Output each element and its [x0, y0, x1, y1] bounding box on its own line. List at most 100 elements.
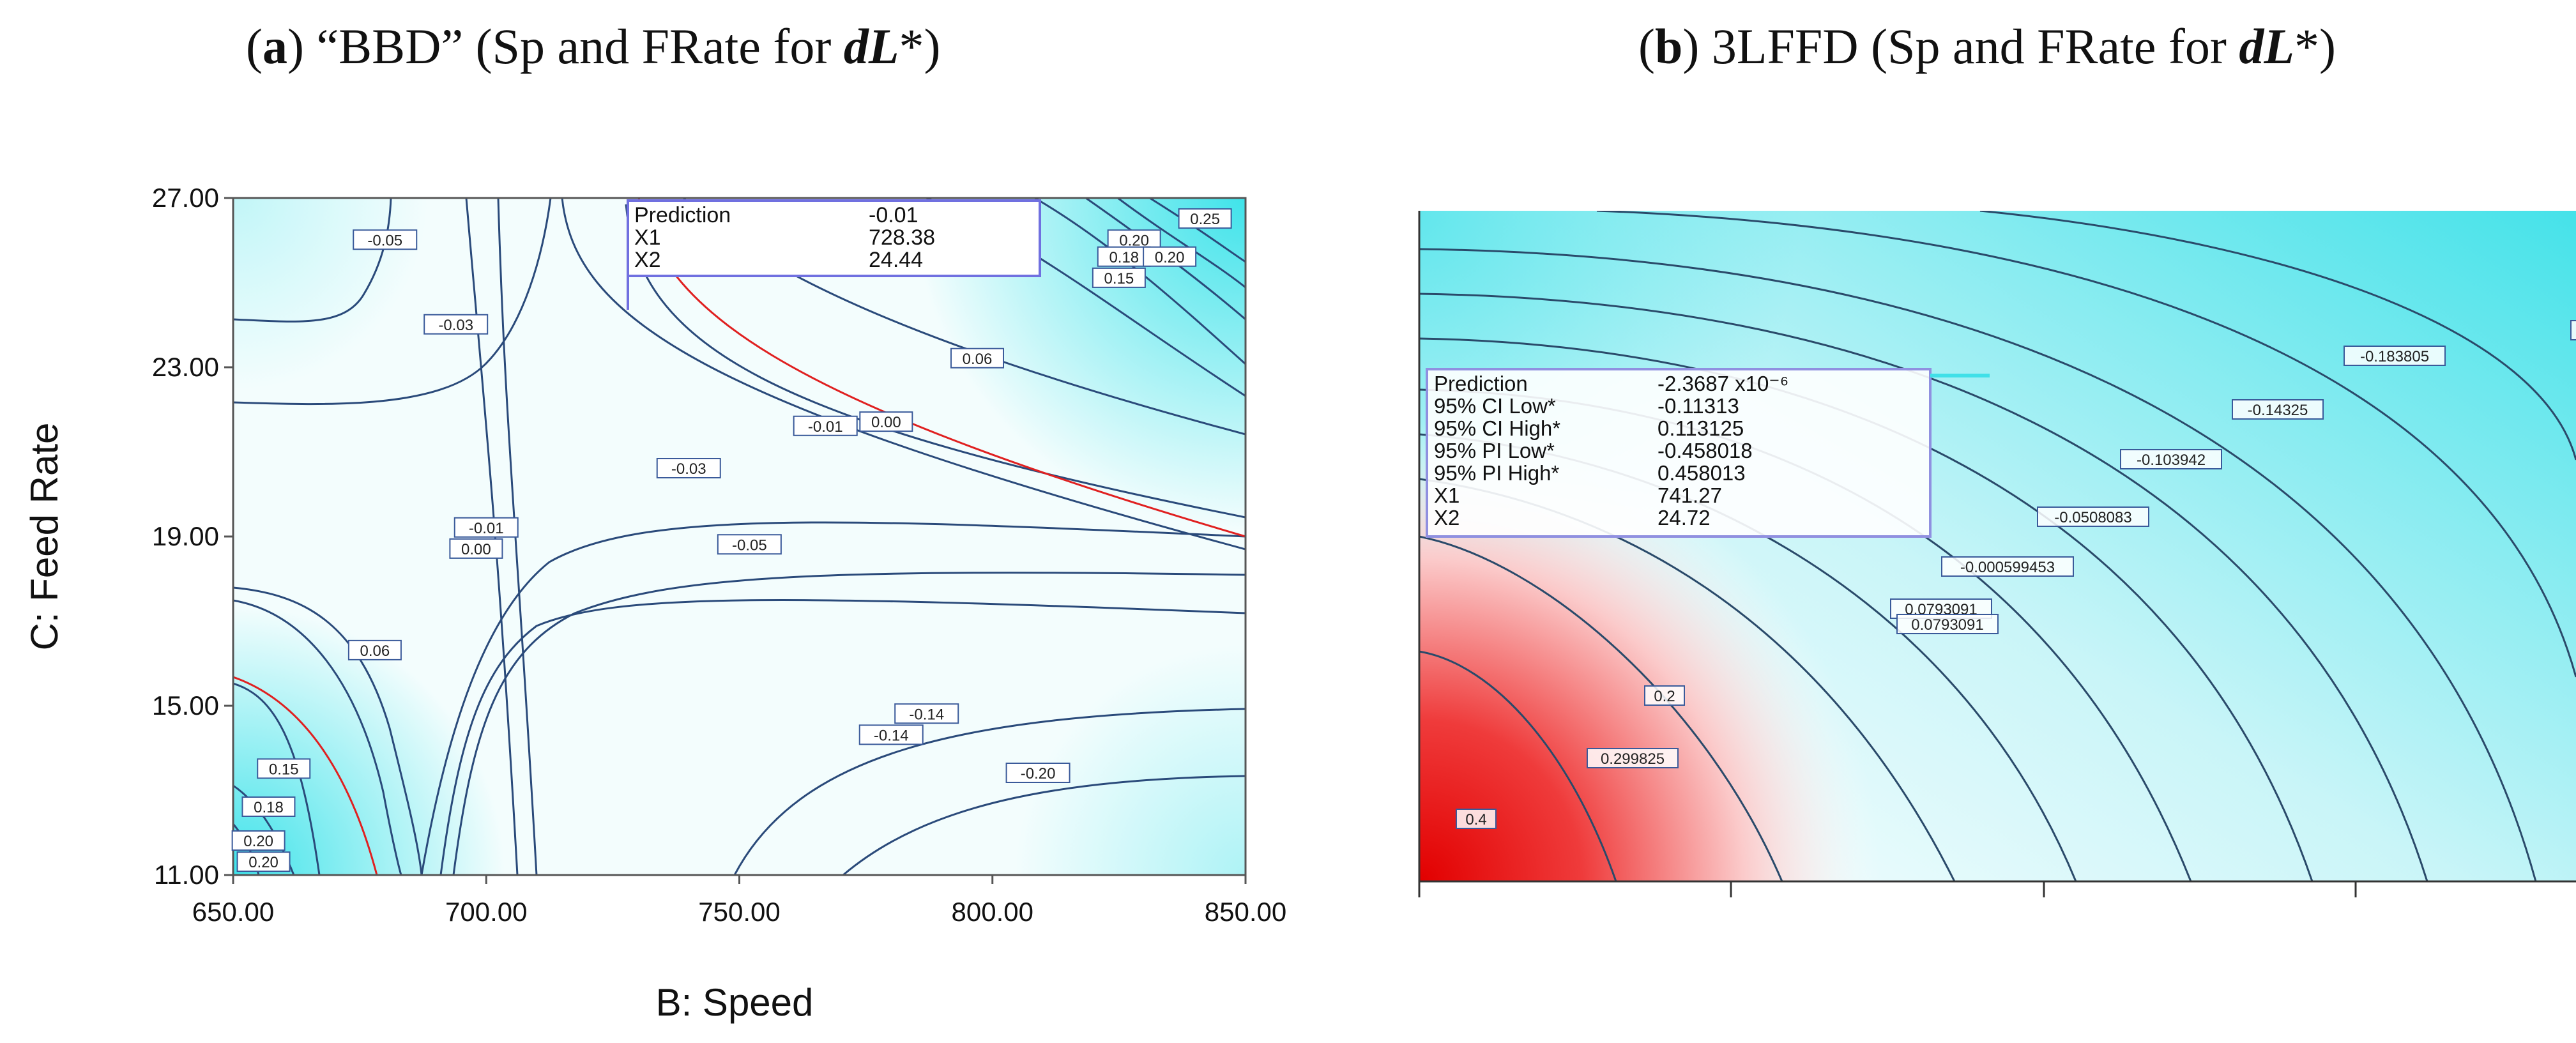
contour-label-b-1: -0.14325 [2248, 402, 2308, 419]
contour-line-a-4 [233, 676, 378, 875]
contour-label-box-a-12 [1005, 763, 1071, 783]
contour-line-a-23 [1149, 198, 1246, 263]
contour-line-b-7 [1419, 248, 2537, 881]
pred-a-value-1: 728.38 [869, 225, 935, 250]
contour-label-box-b-1 [2232, 399, 2324, 420]
y-tick-label-a-1: 15.00 [152, 690, 219, 720]
contour-label-a-11: -0.14 [874, 727, 909, 744]
pred-b-label-5: X1 [1434, 483, 1459, 507]
contour-label-box-a-0 [353, 229, 418, 250]
y-tick-label-a-3: 23.00 [152, 352, 219, 382]
pred-a-value-2: 24.44 [869, 248, 923, 272]
contour-label-box-a-17 [1178, 208, 1232, 229]
contour-label-box-b-9 [1456, 809, 1497, 829]
pred-a-label-2: X2 [634, 248, 661, 272]
x-axis-label-a: B: Speed [656, 981, 814, 1024]
contour-label-a-16: 0.20 [248, 854, 278, 871]
prediction-box-a: Prediction X1 X2 -0.01 728.38 24.44 [627, 199, 1041, 310]
contour-line-a-12 [561, 198, 1246, 551]
prediction-box-b: Prediction 95% CI Low* 95% CI High* 95% … [1426, 368, 1990, 538]
contour-label-box-a-7 [449, 538, 503, 559]
contour-label-box-b-8 [1587, 748, 1679, 768]
contour-line-b-5 [1419, 337, 2313, 881]
contour-label-box-b-4 [1941, 556, 2074, 577]
contour-line-a-18 [842, 775, 1246, 875]
x-tick-label-a-0: 650.00 [192, 897, 274, 927]
contour-label-box-a-1 [423, 314, 489, 335]
contour-label-b-2: -0.103942 [2137, 452, 2206, 469]
contour-label-box-a-20 [1143, 246, 1197, 267]
contour-plot-a: -0.05 -0.03 0.06 -0.01 0.00 -0.03 -0.01 0.00 -0.… [23, 183, 1286, 1024]
contour-line-a-6 [233, 682, 321, 875]
pred-b-value-6: 24.72 [1658, 506, 1711, 529]
contour-label-a-4: 0.00 [871, 414, 901, 431]
contour-label-box-a-2 [950, 347, 1004, 369]
contour-label-b-9: 0.4 [1465, 811, 1486, 828]
pred-b-label-4: 95% PI High* [1434, 461, 1559, 485]
contour-label-a-12: -0.20 [1021, 765, 1056, 782]
pred-b-value-0: -2.3687 x10⁻⁶ [1658, 372, 1788, 395]
caption-a: (a) “BBD” (Sp and FRate for dL*) [246, 19, 941, 74]
contour-line-a-14 [465, 198, 519, 875]
pred-b-value-4: 0.458013 [1658, 461, 1746, 485]
contour-line-b-0 [1419, 650, 1617, 881]
contour-line-a-10 [420, 521, 1246, 875]
x-tick-label-a-4: 850.00 [1205, 897, 1286, 927]
contour-line-b-1 [1419, 535, 1783, 881]
contour-line-a-5 [233, 599, 402, 875]
contour-label-box-a-3 [793, 415, 858, 436]
contour-label-box-a-13 [257, 758, 311, 779]
contour-label-box-a-14 [241, 796, 296, 817]
contour-label-box-b-6 [1896, 614, 1999, 634]
pred-a-value-0: -0.01 [869, 203, 918, 227]
contour-line-a-2 [233, 586, 423, 875]
contour-label-a-6: -0.01 [469, 520, 504, 537]
contour-label-box-a-21 [1092, 267, 1146, 288]
pred-b-value-2: 0.113125 [1658, 416, 1744, 440]
y-tick-label-a-2: 19.00 [152, 521, 219, 551]
contour-label-b-0: -0.183805 [2360, 348, 2429, 365]
contour-label-box-b-10 [2570, 320, 2576, 340]
pred-a-label-1: X1 [634, 225, 661, 250]
contour-label-a-15: 0.20 [243, 833, 273, 850]
pred-b-value-3: -0.458018 [1658, 439, 1753, 462]
contour-line-a-17 [733, 708, 1246, 875]
contour-label-a-5: -0.03 [671, 461, 706, 478]
contour-label-box-a-4 [859, 411, 913, 432]
contour-label-box-b-0 [2344, 346, 2446, 366]
pred-b-label-2: 95% CI High* [1434, 416, 1560, 440]
x-tick-label-a-2: 750.00 [698, 897, 780, 927]
contour-label-b-3: -0.0508083 [2054, 509, 2131, 526]
contour-label-box-a-9 [347, 639, 402, 660]
contour-label-box-a-11 [858, 724, 924, 745]
contour-label-box-b-2 [2120, 449, 2222, 469]
contour-label-box-b-7 [1644, 685, 1685, 706]
contour-label-a-8: -0.05 [732, 537, 767, 554]
x-tick-label-a-1: 700.00 [445, 897, 527, 927]
pred-b-label-1: 95% CI Low* [1434, 394, 1556, 418]
contour-label-box-a-6 [453, 517, 519, 538]
contour-label-a-10: -0.14 [909, 706, 944, 723]
contour-label-box-a-15 [231, 830, 286, 851]
pred-a-label-0: Prediction [634, 203, 731, 227]
contour-label-box-a-10 [894, 703, 959, 724]
contour-plot-b: -0.183805 -0.14325 -0.103942 -0.0508083 -0.0… [1418, 211, 2576, 897]
y-axis-label-a: C: Feed Rate [23, 423, 66, 651]
contour-label-b-4: -0.000599453 [1960, 559, 2055, 576]
pred-b-value-1: -0.11313 [1658, 394, 1739, 418]
contour-label-a-14: 0.18 [254, 799, 284, 816]
contour-label-box-b-3 [2037, 506, 2149, 527]
contour-label-a-13: 0.15 [269, 761, 299, 778]
contour-line-b-8 [1596, 211, 2576, 678]
contour-label-b-8: 0.299825 [1601, 750, 1665, 768]
y-tick-label-a-4: 27.00 [152, 183, 219, 213]
contour-label-a-2: 0.06 [963, 351, 993, 368]
contour-label-a-21: 0.15 [1104, 270, 1134, 287]
pred-b-label-6: X2 [1434, 506, 1459, 529]
y-tick-label-a-0: 11.00 [154, 860, 219, 890]
contour-label-box-a-16 [236, 851, 291, 872]
contour-label-a-0: -0.05 [367, 232, 402, 249]
pred-b-value-5: 741.27 [1658, 483, 1722, 507]
contour-label-a-9: 0.06 [360, 643, 390, 660]
pred-b-label-0: Prediction [1434, 372, 1528, 395]
